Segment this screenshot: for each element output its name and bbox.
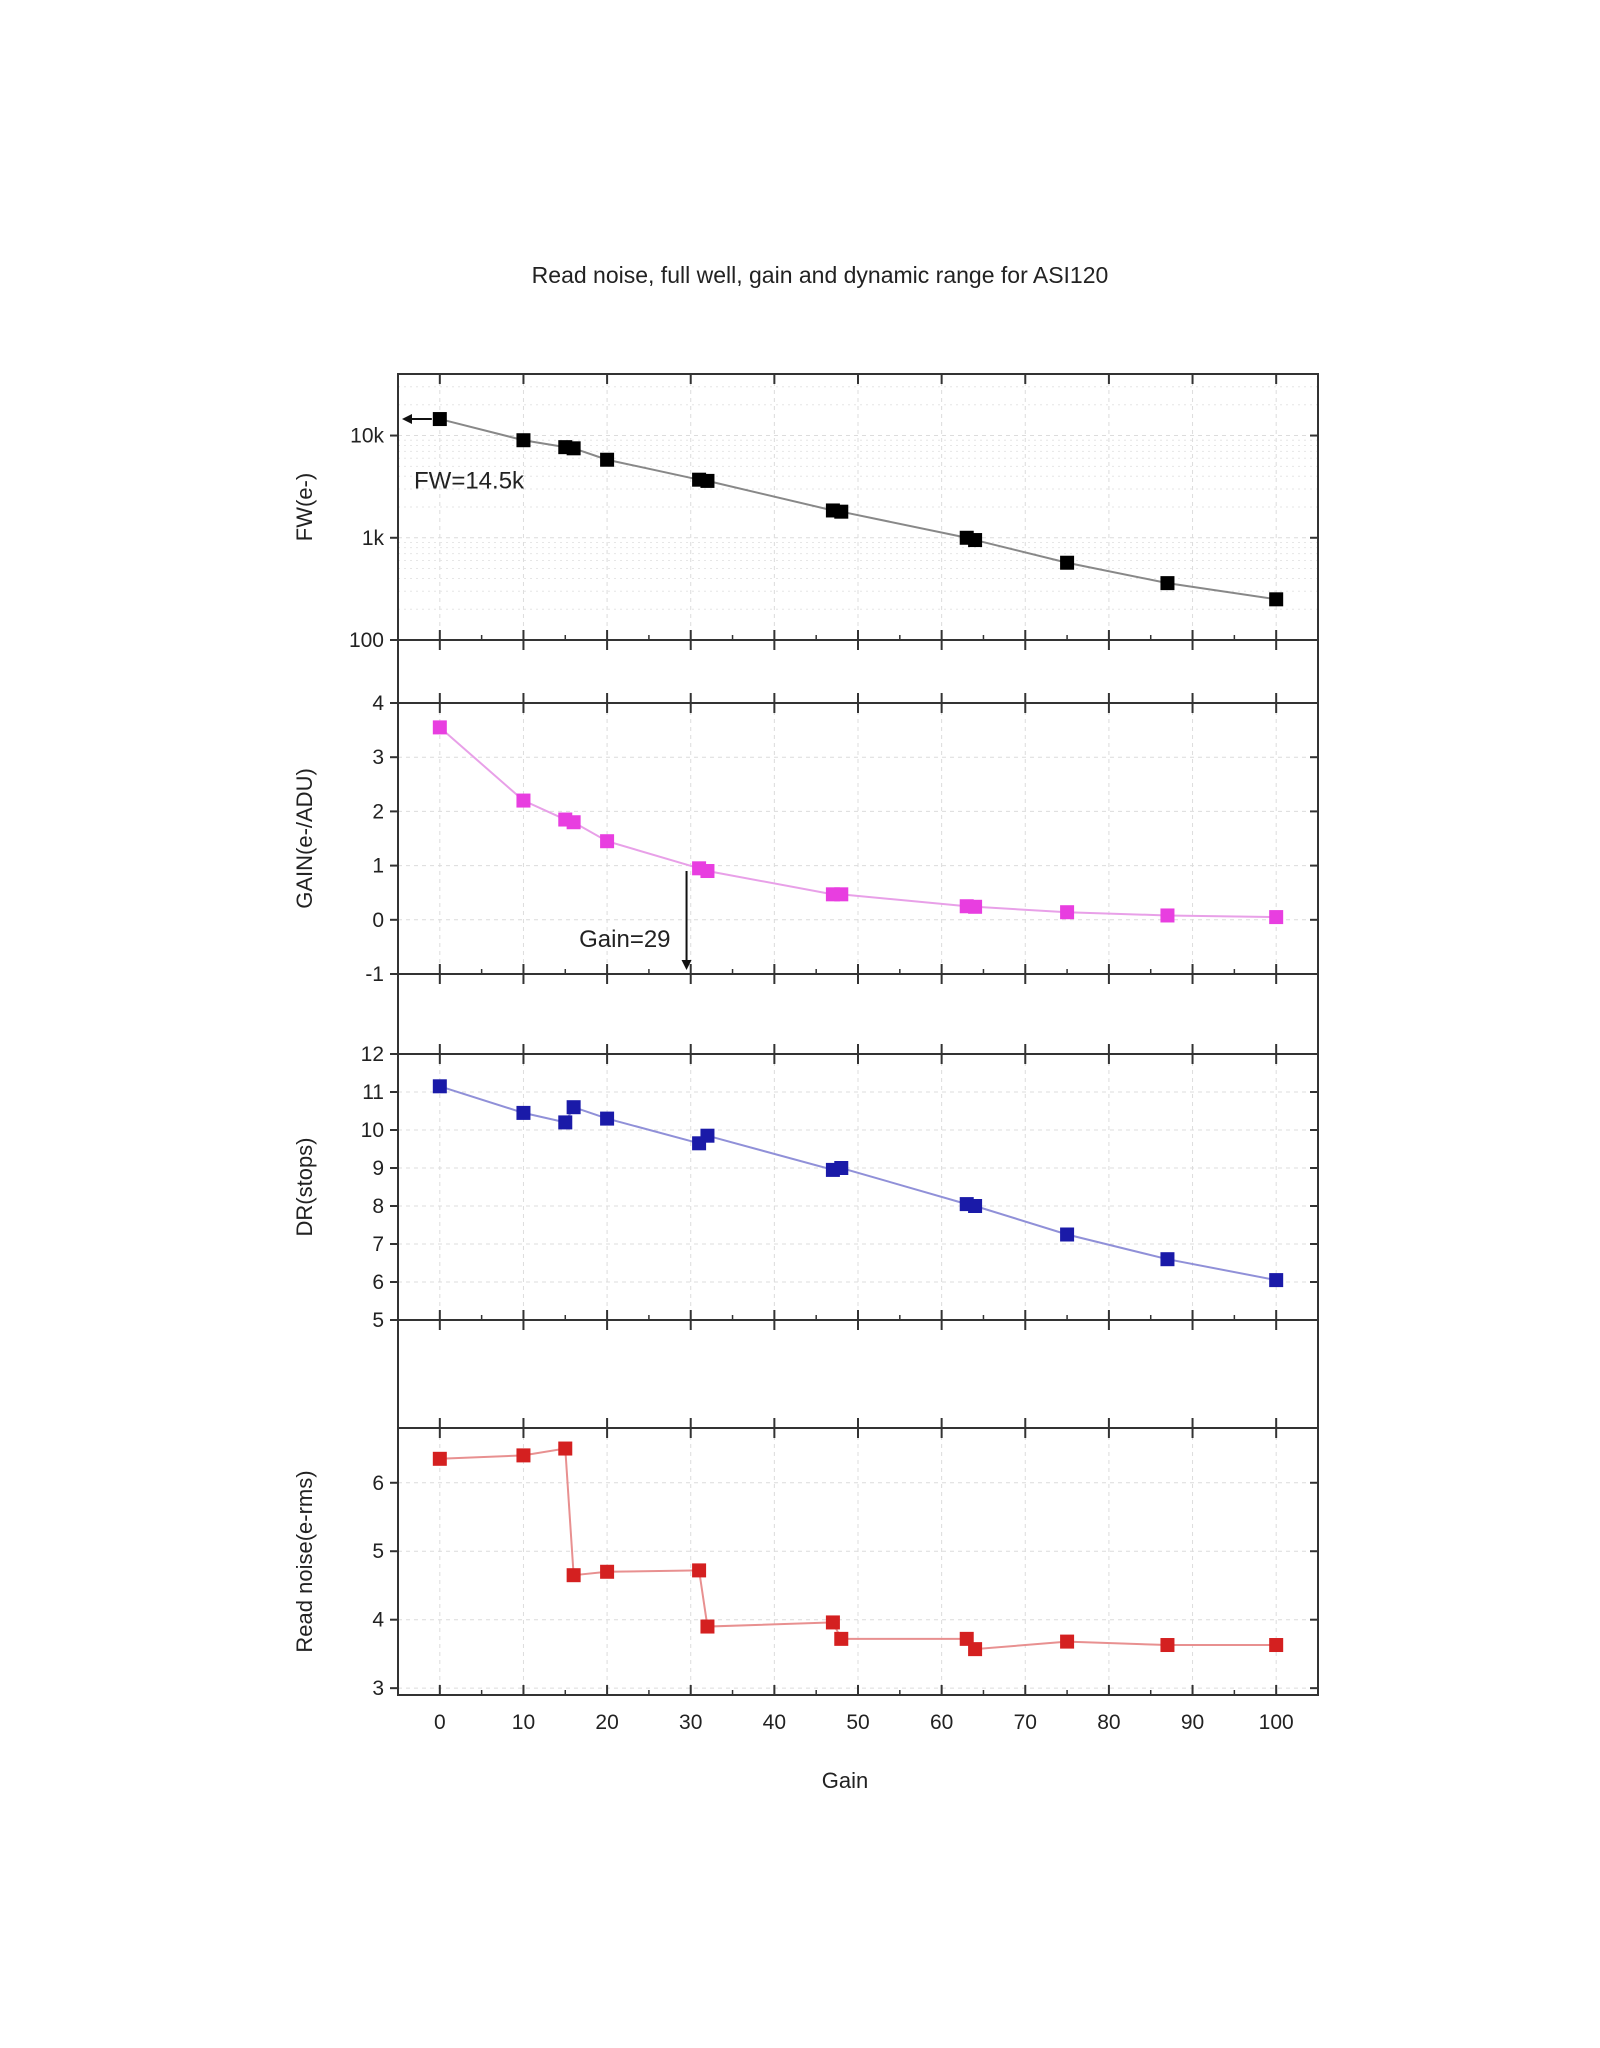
data-point	[700, 1128, 715, 1143]
y-tick-label: 8	[372, 1195, 384, 1218]
chart-title: Read noise, full well, gain and dynamic …	[532, 262, 1109, 288]
x-tick-label: 90	[1181, 1711, 1204, 1734]
data-point	[1269, 592, 1284, 607]
data-point	[968, 1642, 983, 1657]
data-point	[1269, 1273, 1284, 1288]
y-tick-label: 10k	[350, 425, 384, 448]
data-point	[1160, 576, 1175, 591]
y-tick-label: 1	[372, 855, 384, 878]
data-point	[968, 899, 983, 914]
x-tick-label: 40	[763, 1711, 786, 1734]
y-tick-label: 100	[349, 629, 384, 652]
data-point	[1060, 905, 1075, 920]
data-point	[600, 452, 615, 467]
data-point	[516, 1448, 531, 1463]
y-tick-label: 6	[372, 1472, 384, 1495]
y-tick-label: -1	[365, 963, 384, 986]
y-tick-label: 5	[372, 1309, 384, 1332]
data-point	[834, 1631, 849, 1646]
data-point	[1060, 1227, 1075, 1242]
y-tick-label: 4	[372, 692, 384, 715]
band-0	[397, 640, 1319, 703]
y-tick-label: 2	[372, 800, 384, 823]
band-2	[397, 1320, 1319, 1428]
data-point	[432, 1079, 447, 1094]
band-1	[397, 974, 1319, 1054]
data-point	[834, 887, 849, 902]
x-tick-label: 100	[1259, 1711, 1294, 1734]
annotation-fw: FW=14.5k	[414, 468, 525, 495]
x-tick-label: 60	[930, 1711, 953, 1734]
y-tick-label: 3	[372, 746, 384, 769]
data-point	[1160, 1252, 1175, 1267]
y-tick-label: 4	[372, 1609, 384, 1632]
x-tick-label: 10	[512, 1711, 535, 1734]
y-tick-label: 9	[372, 1157, 384, 1180]
y-axis-label: GAIN(e-/ADU)	[292, 768, 317, 909]
panel-2: 5 6 7 8 9 10 11 12 DR(stops)	[292, 1043, 1319, 1332]
panel-1: -1 0 1 2 3 4 GAIN(e-/ADU) Gain=29	[292, 692, 1319, 986]
data-point	[1060, 1634, 1075, 1649]
data-point	[516, 433, 531, 448]
data-point	[1160, 908, 1175, 923]
y-axis-label: DR(stops)	[292, 1137, 317, 1236]
data-point	[566, 441, 581, 456]
annotation-gain: Gain=29	[579, 926, 670, 953]
data-point	[516, 793, 531, 808]
data-point	[600, 834, 615, 849]
data-point	[566, 1568, 581, 1583]
data-point	[558, 1115, 573, 1130]
data-point	[700, 864, 715, 879]
data-point	[1160, 1638, 1175, 1653]
panel-0: 100 1k 10k FW(e-) FW=14.5k	[292, 373, 1319, 652]
y-tick-label: 11	[362, 1081, 384, 1104]
y-tick-label: 7	[372, 1233, 384, 1256]
data-point	[968, 533, 983, 548]
x-tick-label: 70	[1014, 1711, 1037, 1734]
data-point	[700, 1619, 715, 1634]
data-point	[968, 1199, 983, 1213]
data-point	[432, 412, 447, 427]
y-tick-label: 1k	[362, 527, 385, 550]
data-point	[566, 815, 581, 830]
data-point	[1269, 910, 1284, 925]
y-axis-label: FW(e-)	[292, 473, 317, 541]
data-point	[558, 1441, 573, 1456]
y-tick-label: 0	[372, 909, 384, 932]
x-tick-label: 50	[846, 1711, 869, 1734]
data-point	[1269, 1638, 1284, 1653]
data-point	[516, 1105, 531, 1120]
series-line	[439, 1447, 1277, 1651]
panel-3: 3 4 5 6 Read noise(e-rms) 0 10 20 30 40 50 60 70 80 90…	[292, 1427, 1319, 1734]
data-point	[700, 473, 715, 488]
data-point	[834, 504, 849, 519]
annotation-arrowhead	[681, 960, 692, 970]
x-tick-label: 0	[434, 1711, 446, 1734]
data-point	[1060, 555, 1075, 570]
y-tick-label: 5	[372, 1540, 384, 1563]
y-tick-label: 10	[361, 1119, 384, 1142]
data-point	[692, 1563, 707, 1578]
x-tick-label: 80	[1097, 1711, 1120, 1734]
data-point	[600, 1564, 615, 1579]
data-point	[834, 1161, 849, 1175]
data-point	[600, 1111, 615, 1126]
data-point	[825, 1615, 840, 1630]
x-tick-label: 20	[595, 1711, 618, 1734]
y-tick-label: 6	[372, 1271, 384, 1294]
x-axis-label: Gain	[822, 1768, 868, 1793]
annotation-arrowhead	[402, 414, 412, 425]
y-axis-label: Read noise(e-rms)	[292, 1470, 317, 1652]
y-tick-label: 12	[361, 1043, 384, 1066]
y-tick-label: 3	[372, 1677, 384, 1700]
data-point	[432, 720, 447, 735]
data-point	[566, 1100, 581, 1115]
x-tick-label: 30	[679, 1711, 702, 1734]
data-point	[432, 1451, 447, 1466]
